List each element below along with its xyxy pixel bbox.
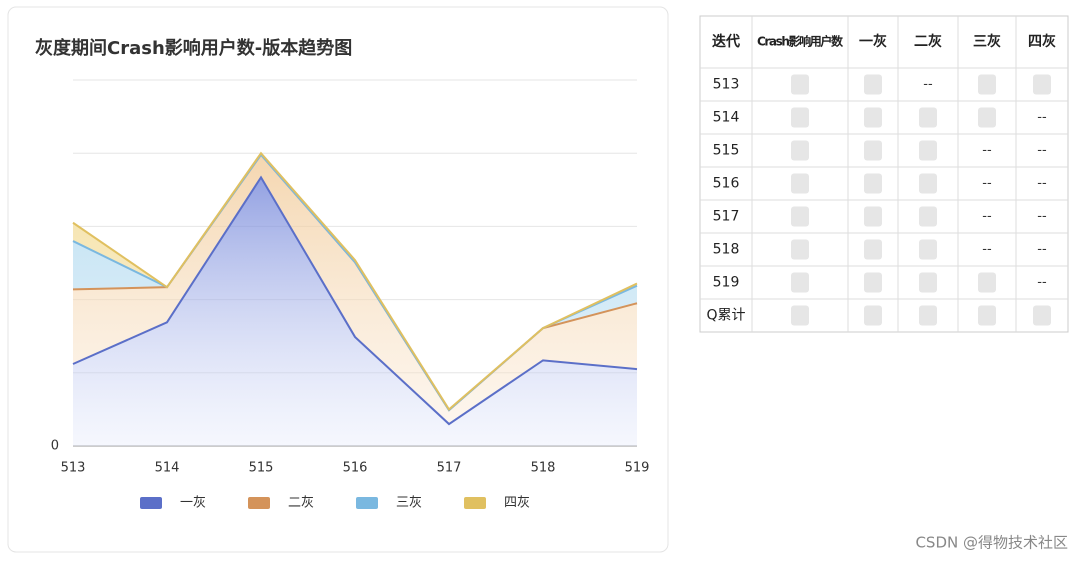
legend-label: 二灰 bbox=[288, 496, 314, 511]
legend-swatch bbox=[140, 497, 162, 509]
table-cell: -- bbox=[1037, 143, 1047, 158]
blurred-cell bbox=[864, 107, 882, 128]
legend-label: 一灰 bbox=[180, 496, 206, 511]
blurred-cell bbox=[919, 239, 937, 260]
table-header: 一灰 bbox=[859, 33, 887, 50]
table-frame bbox=[699, 15, 1069, 333]
blurred-cell bbox=[864, 272, 882, 293]
blurred-cell bbox=[791, 107, 809, 128]
x-tick-label: 514 bbox=[155, 461, 180, 476]
blurred-cell bbox=[864, 305, 882, 326]
blurred-cell bbox=[791, 74, 809, 95]
blurred-cell bbox=[864, 74, 882, 95]
x-tick-label: 513 bbox=[61, 461, 86, 476]
blurred-cell bbox=[864, 173, 882, 194]
legend-swatch bbox=[248, 497, 270, 509]
table-cell: -- bbox=[923, 77, 933, 92]
legend-swatch bbox=[356, 497, 378, 509]
blurred-cell bbox=[919, 206, 937, 227]
blurred-cell bbox=[791, 239, 809, 260]
x-tick-label: 516 bbox=[343, 461, 368, 476]
chart-title: 灰度期间Crash影响用户数-版本趋势图 bbox=[35, 37, 352, 59]
table-cell: Q累计 bbox=[706, 308, 745, 324]
table-cell: 517 bbox=[713, 209, 740, 225]
table-cell: 516 bbox=[713, 176, 740, 192]
blurred-cell bbox=[919, 107, 937, 128]
x-tick-label: 517 bbox=[437, 461, 462, 476]
blurred-cell bbox=[791, 206, 809, 227]
x-tick-label: 518 bbox=[531, 461, 556, 476]
watermark: CSDN @得物技术社区 bbox=[915, 534, 1068, 552]
blurred-cell bbox=[919, 272, 937, 293]
table-cell: 519 bbox=[713, 275, 740, 291]
blurred-cell bbox=[791, 305, 809, 326]
area-line bbox=[72, 151, 638, 411]
table-cell: -- bbox=[1037, 110, 1047, 125]
table-header: 四灰 bbox=[1028, 33, 1056, 50]
area-fill bbox=[73, 177, 637, 446]
table-header: 三灰 bbox=[973, 33, 1001, 50]
y-tick-label: 0 bbox=[51, 439, 59, 454]
blurred-cell bbox=[791, 140, 809, 161]
blurred-cell bbox=[1033, 305, 1051, 326]
blurred-cell bbox=[978, 305, 996, 326]
table-cell: -- bbox=[982, 242, 992, 257]
blurred-cell bbox=[1033, 74, 1051, 95]
blurred-cell bbox=[978, 272, 996, 293]
table-header: Crash影响用户数 bbox=[757, 34, 844, 49]
table-cell: -- bbox=[982, 176, 992, 191]
table-cell: -- bbox=[982, 143, 992, 158]
table-cell: -- bbox=[1037, 209, 1047, 224]
table-cell: -- bbox=[1037, 176, 1047, 191]
table-cell: -- bbox=[1037, 275, 1047, 290]
blurred-cell bbox=[919, 173, 937, 194]
x-tick-label: 519 bbox=[625, 461, 650, 476]
table-cell: -- bbox=[982, 209, 992, 224]
table-cell: 518 bbox=[713, 242, 740, 258]
x-tick-label: 515 bbox=[249, 461, 274, 476]
blurred-cell bbox=[791, 272, 809, 293]
table-header: 二灰 bbox=[914, 33, 942, 50]
blurred-cell bbox=[791, 173, 809, 194]
table-cell: 515 bbox=[713, 143, 740, 159]
table-cell: 514 bbox=[713, 110, 740, 126]
legend-label: 四灰 bbox=[504, 496, 530, 511]
blurred-cell bbox=[864, 239, 882, 260]
blurred-cell bbox=[919, 305, 937, 326]
table-header: 迭代 bbox=[712, 33, 740, 50]
blurred-cell bbox=[978, 107, 996, 128]
legend-label: 三灰 bbox=[396, 496, 422, 511]
table-cell: 513 bbox=[713, 77, 740, 93]
blurred-cell bbox=[919, 140, 937, 161]
legend-swatch bbox=[464, 497, 486, 509]
table-cell: -- bbox=[1037, 242, 1047, 257]
blurred-cell bbox=[978, 74, 996, 95]
area-line bbox=[72, 175, 638, 426]
blurred-cell bbox=[864, 140, 882, 161]
blurred-cell bbox=[864, 206, 882, 227]
